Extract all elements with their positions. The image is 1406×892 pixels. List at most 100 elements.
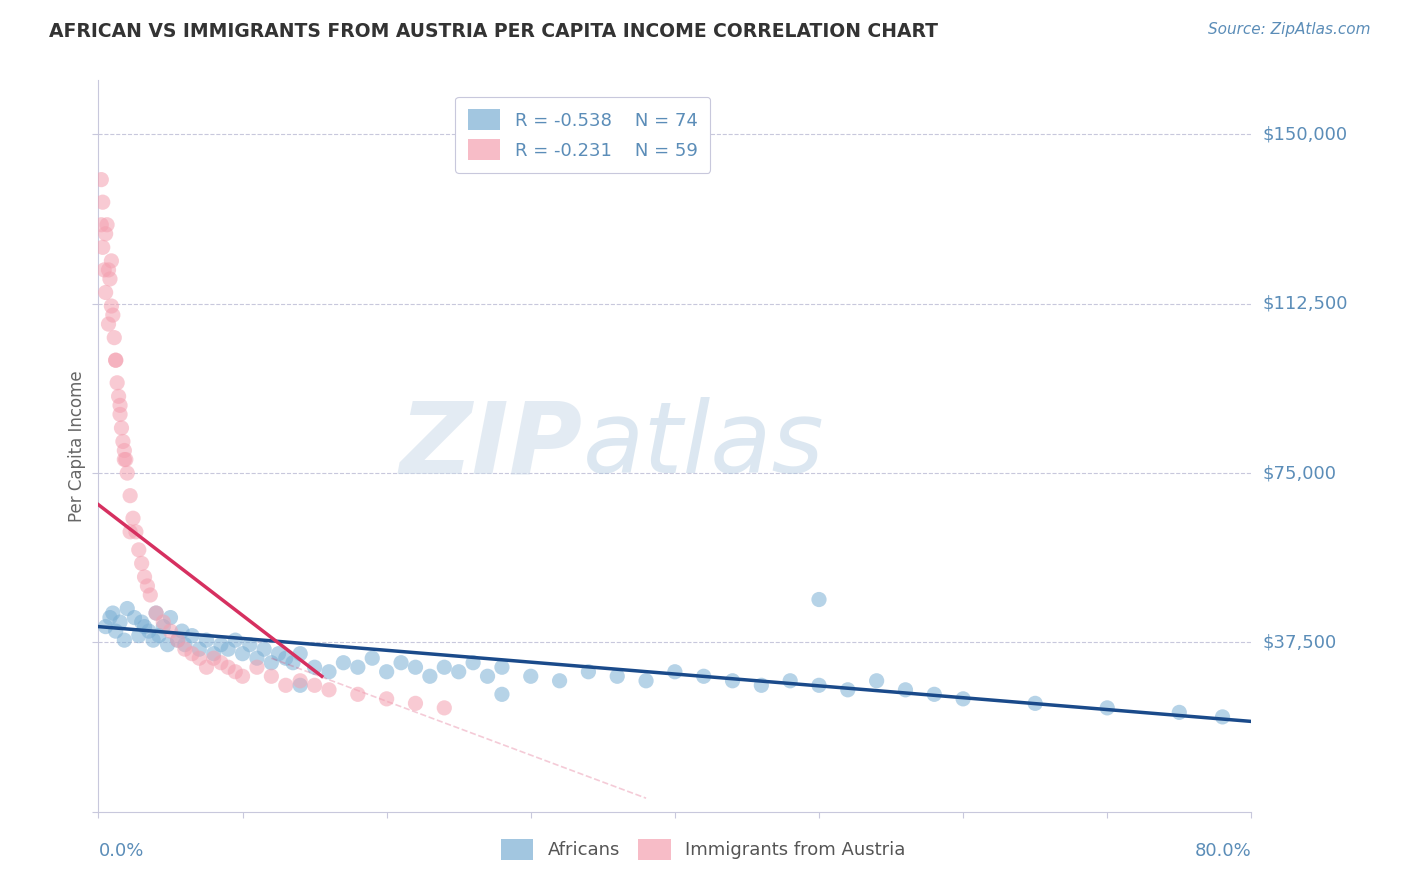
Point [217,660,239,674]
Point [267,647,290,661]
Point [145,606,167,620]
Point [318,682,340,697]
Point [274,651,297,665]
Legend: Africans, Immigrants from Austria: Africans, Immigrants from Austria [494,831,912,867]
Point [152,619,174,633]
Point [145,606,167,620]
Point [1212,710,1234,724]
Point [346,660,368,674]
Point [170,624,193,639]
Point [304,660,326,674]
Point [159,610,181,624]
Point [433,701,456,715]
Point [866,673,889,688]
Point [239,638,262,652]
Point [1097,701,1119,715]
Point [159,624,181,639]
Point [120,524,142,539]
Point [93,263,115,277]
Point [405,660,427,674]
Point [281,656,304,670]
Point [111,434,134,449]
Point [181,629,204,643]
Point [433,660,456,674]
Point [131,557,153,571]
Point [97,317,120,331]
Legend: R = -0.538    N = 74, R = -0.231    N = 59: R = -0.538 N = 74, R = -0.231 N = 59 [456,96,710,173]
Point [548,673,571,688]
Text: Source: ZipAtlas.com: Source: ZipAtlas.com [1208,22,1371,37]
Point [751,678,773,692]
Point [224,665,246,679]
Point [195,633,218,648]
Point [131,615,153,629]
Point [103,331,125,345]
Point [578,665,600,679]
Point [274,678,297,692]
Point [148,629,170,643]
Point [224,633,246,648]
Y-axis label: Per Capita Income: Per Capita Income [67,370,86,522]
Point [174,642,197,657]
Point [100,253,122,268]
Point [290,673,312,688]
Point [375,665,398,679]
Text: $112,500: $112,500 [1263,294,1348,313]
Point [110,421,132,435]
Point [209,638,232,652]
Point [112,443,135,458]
Point [142,633,165,648]
Point [808,592,831,607]
Point [156,638,179,652]
Point [107,389,129,403]
Point [202,647,225,661]
Point [94,227,117,241]
Point [94,619,117,633]
Point [779,673,801,688]
Point [117,466,139,480]
Point [693,669,716,683]
Point [447,665,470,679]
Point [104,624,127,639]
Text: $150,000: $150,000 [1263,126,1347,144]
Point [260,656,283,670]
Point [318,665,340,679]
Point [101,308,124,322]
Point [134,619,156,633]
Point [105,376,128,390]
Text: $75,000: $75,000 [1263,464,1337,482]
Text: $37,500: $37,500 [1263,633,1337,651]
Point [174,638,197,652]
Point [209,656,232,670]
Point [112,452,135,467]
Text: ZIP: ZIP [399,398,582,494]
Point [91,240,114,254]
Point [636,673,658,688]
Point [361,651,384,665]
Point [246,651,269,665]
Point [114,452,136,467]
Point [91,195,114,210]
Point [181,647,204,661]
Point [108,408,131,422]
Point [136,579,159,593]
Point [108,615,131,629]
Point [90,218,112,232]
Point [98,272,121,286]
Point [188,642,211,657]
Point [101,606,124,620]
Point [1024,697,1046,711]
Point [100,299,122,313]
Point [112,633,135,648]
Point [188,651,211,665]
Point [138,624,160,639]
Point [491,687,513,701]
Point [202,651,225,665]
Point [1168,706,1191,720]
Point [477,669,499,683]
Point [166,633,188,648]
Point [104,353,127,368]
Point [94,285,117,300]
Point [419,669,441,683]
Point [405,697,427,711]
